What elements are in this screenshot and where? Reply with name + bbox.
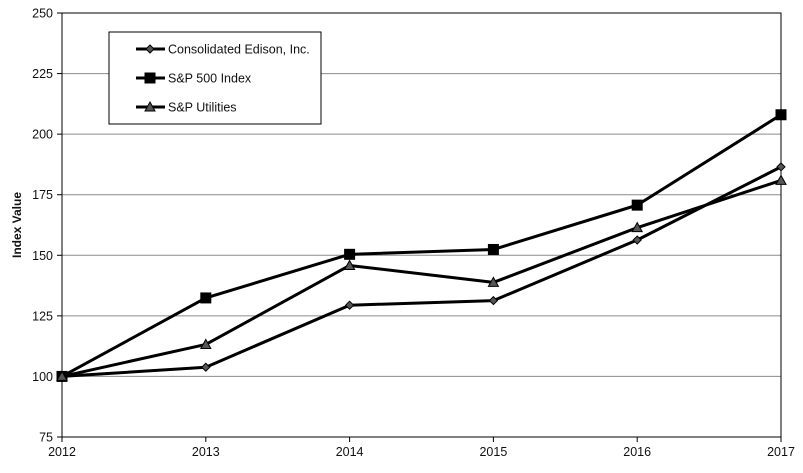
y-tick-label: 125 xyxy=(32,309,53,323)
data-point xyxy=(344,248,356,260)
series-line xyxy=(61,178,782,378)
legend-item: S&P 500 Index xyxy=(136,72,252,86)
x-tick-label: 2013 xyxy=(192,445,220,459)
y-tick-label: 175 xyxy=(32,188,53,202)
series-layer xyxy=(56,109,787,382)
legend-item: Consolidated Edison, Inc. xyxy=(136,43,310,57)
legend-label: S&P Utilities xyxy=(168,101,237,115)
legend: Consolidated Edison, Inc. S&P 500 Index S&… xyxy=(108,31,322,125)
x-tick-label: 2014 xyxy=(336,445,364,459)
data-point xyxy=(488,295,499,306)
data-point xyxy=(344,300,355,310)
data-point xyxy=(775,109,787,121)
y-tick-label: 75 xyxy=(39,431,53,445)
data-point xyxy=(56,370,68,381)
series-line xyxy=(61,165,782,378)
legend-label: Consolidated Edison, Inc. xyxy=(168,43,310,57)
legend-marker xyxy=(145,44,155,54)
y-tick-label: 150 xyxy=(32,249,53,263)
y-tick-label: 225 xyxy=(32,67,53,81)
series-line xyxy=(61,113,782,378)
x-tick-label: 2017 xyxy=(767,445,795,459)
y-tick-label: 250 xyxy=(32,7,53,21)
legend-marker xyxy=(144,72,156,84)
x-tick-label: 2012 xyxy=(48,445,76,459)
series-1 xyxy=(56,109,787,382)
legend-marker xyxy=(144,100,156,112)
y-tick-label: 200 xyxy=(32,128,53,142)
data-point xyxy=(775,174,787,185)
y-axis-title: Index Value xyxy=(10,192,24,258)
data-point xyxy=(343,259,356,270)
plot-frame xyxy=(61,12,782,438)
series-0 xyxy=(57,162,786,382)
legend-label: S&P 500 Index xyxy=(168,72,252,86)
data-point xyxy=(487,276,500,287)
x-tick-label: 2016 xyxy=(623,445,651,459)
data-point xyxy=(200,292,212,304)
legend-item: S&P Utilities xyxy=(136,101,237,115)
data-point xyxy=(631,221,644,233)
y-tick-label: 100 xyxy=(32,370,53,384)
x-tick-labels: 2012 2013 2014 2015 2016 2017 xyxy=(48,445,795,459)
data-point xyxy=(487,243,499,255)
data-point xyxy=(631,199,643,211)
y-tick-labels: 75 100 125 150 175 200 225 250 xyxy=(32,7,53,445)
data-point xyxy=(776,162,786,172)
data-point xyxy=(199,338,212,349)
x-tick-label: 2015 xyxy=(479,445,507,459)
series-2 xyxy=(56,174,787,381)
data-point xyxy=(201,362,211,372)
data-point xyxy=(632,235,642,245)
